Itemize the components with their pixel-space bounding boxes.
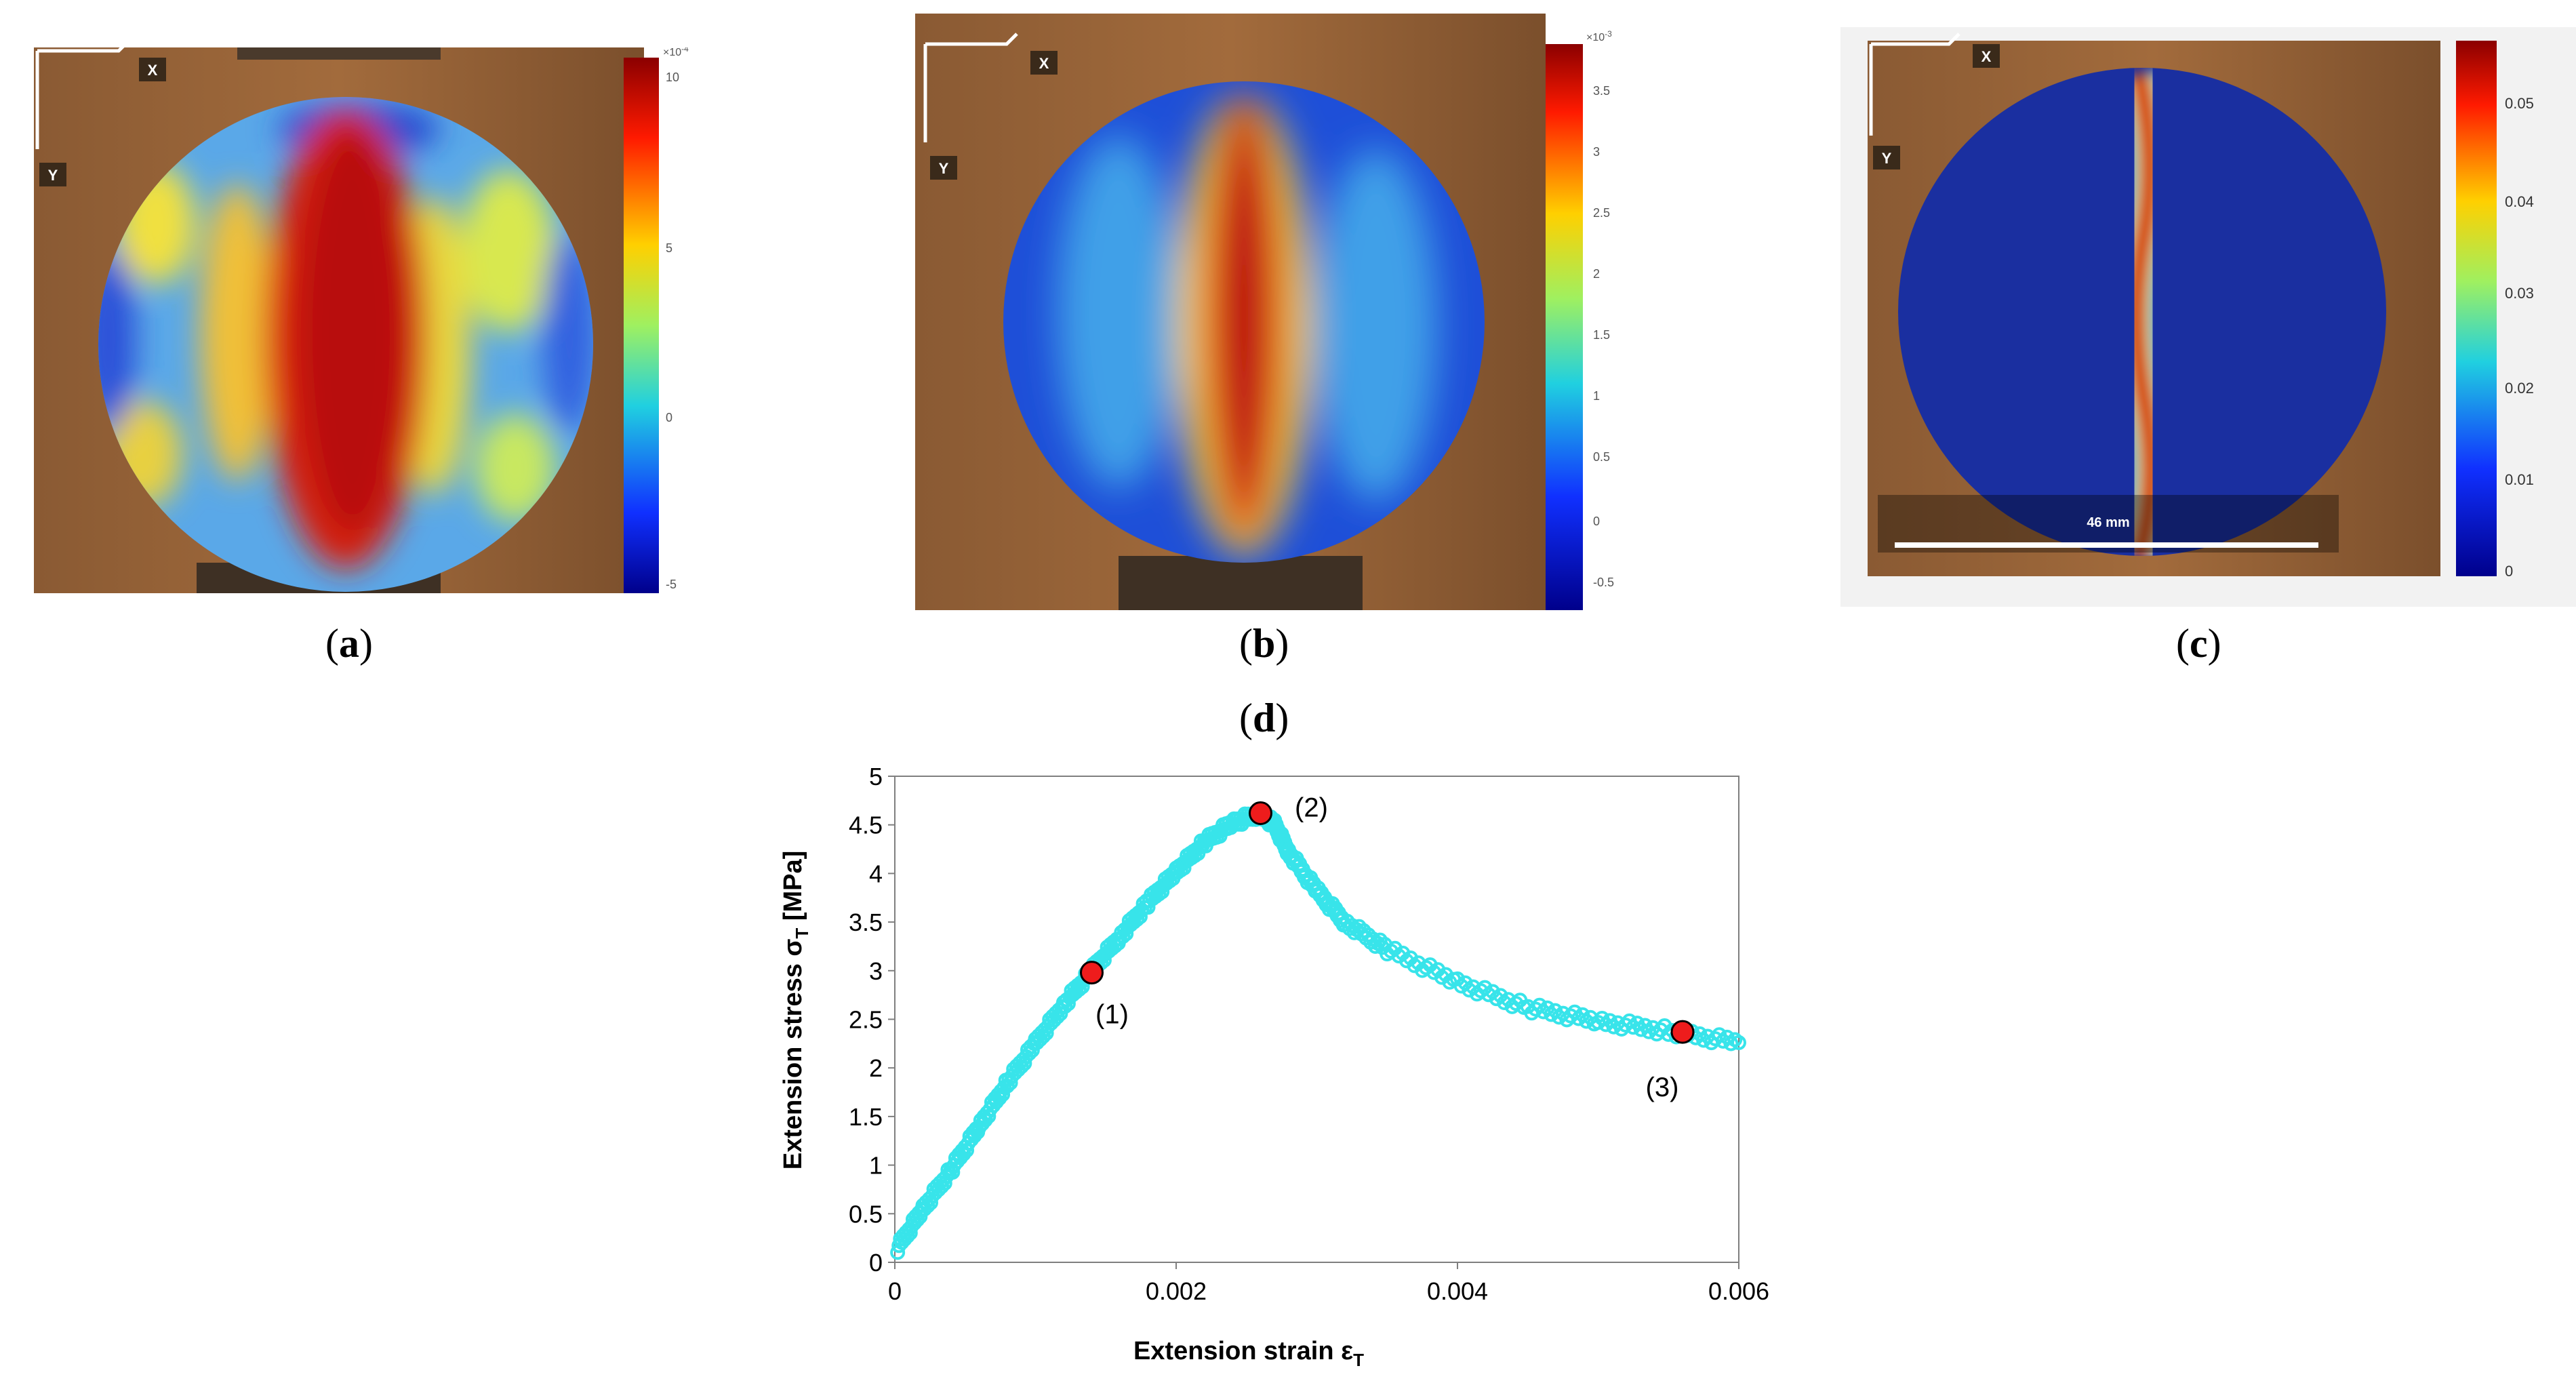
panel-d-label: (d)	[1239, 696, 1289, 740]
marker-label: (2)	[1295, 793, 1328, 822]
data-point	[1493, 988, 1508, 1003]
y-tick-label: 4.5	[849, 811, 883, 839]
colorbar-tick: 5	[666, 241, 672, 255]
highlight-marker	[1080, 961, 1104, 985]
scale-bar-label: 46 mm	[2087, 515, 2129, 530]
y-tick-label: 3.5	[849, 908, 883, 936]
scale-bar	[1895, 542, 2318, 548]
axis-y-label: Y	[48, 167, 58, 184]
axis-x-tag	[139, 58, 166, 81]
y-tick-label: 2.5	[849, 1006, 883, 1034]
strain-field	[98, 97, 593, 592]
colorbar	[624, 58, 659, 593]
y-tick-label: 4	[869, 860, 883, 887]
colorbar-tick: 0	[1593, 515, 1600, 528]
colorbar-tick: 3	[1593, 145, 1600, 159]
x-axis-title: Extension strain εT	[1133, 1337, 1364, 1370]
axis-x-label: X	[1981, 48, 1992, 65]
panel-a-label: (a)	[325, 621, 373, 666]
x-tick-label: 0.002	[1146, 1277, 1207, 1305]
axis-y-tag	[39, 163, 66, 186]
data-point	[1457, 975, 1473, 990]
colorbar-tick: 2.5	[1593, 206, 1610, 220]
axis-x-label: X	[1039, 55, 1049, 72]
axis-y-label: Y	[939, 160, 949, 177]
y-tick-label: 0	[869, 1249, 883, 1277]
y-tick-label: 3	[869, 957, 883, 985]
colorbar-tick: 0.05	[2505, 95, 2534, 112]
loading-plate-bottom	[1119, 556, 1363, 610]
marker-label: (3)	[1646, 1073, 1679, 1102]
colorbar-tick: 0.02	[2505, 380, 2534, 397]
data-point	[1477, 980, 1493, 995]
x-tick-label: 0	[888, 1277, 902, 1305]
highlight-marker	[1249, 801, 1272, 825]
axis-y-label: Y	[1882, 150, 1892, 167]
y-tick-label: 0.5	[849, 1200, 883, 1228]
strain-field	[1003, 81, 1485, 563]
panel-a-strain-map: X Y ×10-4 10 5 0 -5	[34, 47, 689, 593]
data-point	[1723, 1036, 1739, 1051]
strain-field	[1898, 68, 2386, 556]
colorbar-tick: 0.01	[2505, 471, 2534, 488]
colorbar-exponent: ×10-4	[663, 47, 689, 58]
y-tick-label: 2	[869, 1054, 883, 1082]
colorbar-tick: -0.5	[1593, 576, 1614, 589]
colorbar-tick: 0.03	[2505, 285, 2534, 302]
colorbar-tick: 10	[666, 71, 679, 84]
loading-plate-top	[237, 47, 441, 60]
colorbar-tick: 0	[2505, 563, 2513, 580]
colorbar-tick: 2	[1593, 267, 1600, 281]
colorbar-tick: 0.5	[1593, 450, 1610, 464]
axis-x-tag	[1030, 51, 1058, 75]
x-tick-label: 0.004	[1427, 1277, 1488, 1305]
panel-b-strain-map: X Y ×10-3 3.5 3 2.5 2 1.5 1 0.5 0 -0.5	[915, 14, 1614, 610]
stress-strain-chart: 0 0.5 1 1.5 2 2.5 3 3.5 4 4.5 5 0 0.002 0.004 0.006 (1)…	[779, 763, 1769, 1370]
colorbar	[2456, 41, 2497, 576]
axis-x-label: X	[148, 62, 158, 79]
xy-axis-marker	[35, 47, 125, 149]
axis-y-tag	[930, 156, 957, 180]
x-tick-label: 0.006	[1708, 1277, 1769, 1305]
panel-c-strain-map: 46 mm X Y 0.05 0.04 0.03 0.02 0.01 0	[1840, 27, 2576, 607]
colorbar	[1546, 44, 1583, 610]
y-tick-label: 1.5	[849, 1103, 883, 1131]
highlight-marker	[1670, 1020, 1695, 1044]
colorbar-exponent: ×10-3	[1586, 29, 1612, 43]
y-tick-label: 1	[869, 1152, 883, 1180]
data-point	[1450, 971, 1465, 986]
colorbar-tick: 0.04	[2505, 193, 2534, 210]
data-point	[1485, 984, 1500, 999]
colorbar-tick: 1.5	[1593, 328, 1610, 342]
colorbar-tick: 1	[1593, 389, 1600, 403]
axis-x-tag	[1973, 44, 2000, 68]
colorbar-tick: 0	[666, 411, 672, 424]
axis-y-tag	[1873, 146, 1900, 169]
y-axis-title: Extension stress σT [MPa]	[779, 851, 812, 1170]
marker-label: (1)	[1095, 1000, 1129, 1030]
xy-axis-marker	[1869, 33, 1960, 136]
panel-b-label: (b)	[1239, 621, 1289, 666]
y-tick-label: 5	[869, 763, 883, 790]
data-point	[1731, 1035, 1746, 1050]
panel-c-label: (c)	[2176, 621, 2221, 666]
xy-axis-marker	[923, 33, 1018, 142]
colorbar-tick: -5	[666, 578, 677, 591]
colorbar-tick: 3.5	[1593, 84, 1610, 98]
